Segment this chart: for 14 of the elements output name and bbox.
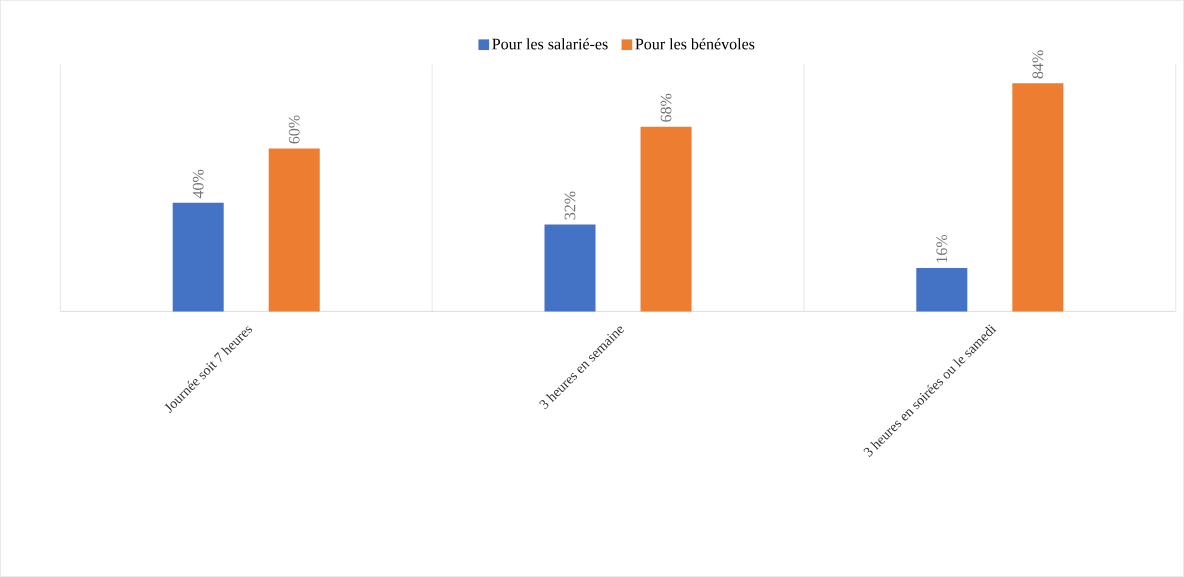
legend-label: Pour les salarié-es bbox=[492, 38, 608, 50]
data-label: 68% bbox=[660, 93, 672, 122]
bar bbox=[916, 268, 968, 312]
bar bbox=[172, 202, 224, 312]
bar bbox=[640, 126, 692, 312]
data-label: 60% bbox=[288, 115, 300, 144]
data-label: 16% bbox=[936, 235, 948, 263]
data-label: 32% bbox=[564, 191, 576, 220]
data-label: 84% bbox=[1032, 50, 1044, 79]
data-label: 40% bbox=[192, 169, 204, 199]
legend-label: Pour les bénévoles bbox=[635, 38, 755, 50]
bar bbox=[268, 148, 320, 312]
bar bbox=[1012, 83, 1064, 312]
bar bbox=[544, 224, 596, 312]
